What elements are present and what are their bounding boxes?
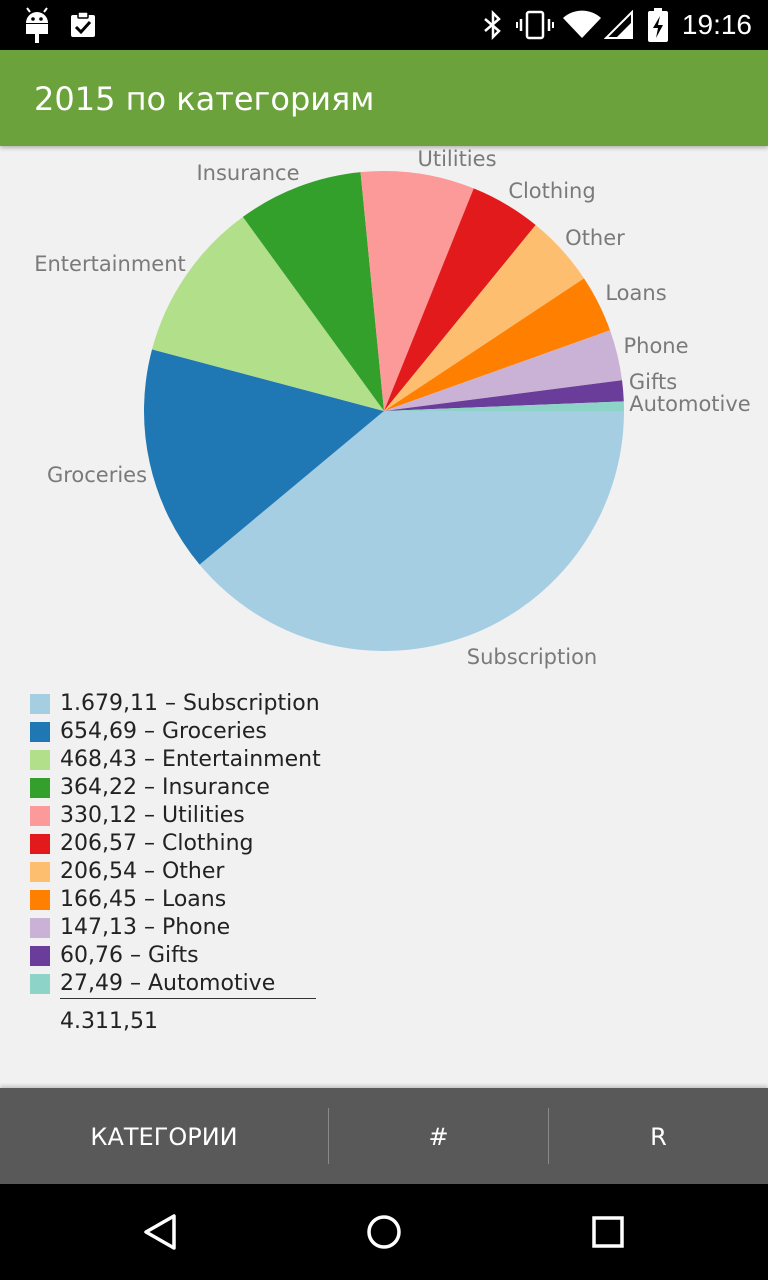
- legend-item: 364,22 – Insurance: [30, 774, 430, 802]
- tab-hash[interactable]: #: [428, 1123, 449, 1151]
- cell-signal-icon: [604, 0, 634, 50]
- legend-label: 468,43 – Entertainment: [60, 747, 321, 772]
- pie-slice-insurance: [242, 172, 384, 411]
- legend-label: 364,22 – Insurance: [60, 775, 270, 800]
- legend-item: 60,76 – Gifts: [30, 942, 430, 970]
- pie-slice-subscription: [199, 411, 625, 651]
- legend-swatch: [30, 722, 50, 742]
- android-debug-icon: [22, 0, 52, 50]
- clock: 19:16: [681, 9, 752, 40]
- legend-swatch: [30, 890, 50, 910]
- home-button[interactable]: [334, 1184, 434, 1280]
- legend-item: 330,12 – Utilities: [30, 802, 430, 830]
- legend-swatch: [30, 862, 50, 882]
- pie-slice-gifts: [384, 380, 624, 411]
- app-bar: 2015 по категориям: [0, 50, 768, 146]
- tab-categories[interactable]: КАТЕГОРИИ: [90, 1123, 238, 1151]
- legend-label: 1.679,11 – Subscription: [60, 691, 320, 716]
- page-title: 2015 по категориям: [34, 80, 375, 118]
- slice-label: Entertainment: [34, 252, 186, 276]
- legend-item: 654,69 – Groceries: [30, 718, 430, 746]
- wifi-icon: [562, 0, 602, 50]
- system-nav-bar: [0, 1184, 768, 1280]
- pie-slice-groceries: [143, 349, 384, 565]
- legend-label: 330,12 – Utilities: [60, 803, 245, 828]
- pie-chart-svg: Subscription Groceries Entertainment Insura…: [34, 147, 751, 669]
- slice-label: Loans: [605, 281, 666, 305]
- slice-label: Subscription: [467, 645, 597, 669]
- slice-label: Groceries: [47, 463, 147, 487]
- slice-label: Gifts: [629, 370, 677, 394]
- tab-divider: [548, 1108, 549, 1164]
- pie-chart: Subscription Groceries Entertainment Insura…: [0, 146, 768, 686]
- bluetooth-icon: [482, 0, 504, 50]
- legend-item: 166,45 – Loans: [30, 886, 430, 914]
- back-icon: [144, 1214, 176, 1250]
- pie-slice-phone: [384, 330, 623, 411]
- legend-swatch: [30, 694, 50, 714]
- legend-label: 166,45 – Loans: [60, 887, 227, 912]
- clipboard-check-icon: [68, 0, 98, 50]
- slice-label: Automotive: [629, 392, 750, 416]
- legend-label: 27,49 – Automotive: [60, 971, 276, 996]
- recents-button[interactable]: [558, 1184, 658, 1280]
- legend-item: 468,43 – Entertainment: [30, 746, 430, 774]
- legend-label: 206,54 – Other: [60, 859, 225, 884]
- legend-item: 27,49 – Automotive: [30, 970, 430, 998]
- legend-label: 654,69 – Groceries: [60, 719, 267, 744]
- tab-r[interactable]: R: [650, 1123, 667, 1151]
- pie-slice-clothing: [384, 188, 536, 411]
- legend-item: 206,54 – Other: [30, 858, 430, 886]
- vibrate-icon: [516, 0, 554, 50]
- legend-swatch: [30, 806, 50, 826]
- pie-slice-utilities: [360, 170, 474, 411]
- recents-icon: [592, 1216, 624, 1248]
- legend-swatch: [30, 918, 50, 938]
- legend-divider: [60, 998, 316, 999]
- legend-swatch: [30, 974, 50, 994]
- tab-divider: [328, 1108, 329, 1164]
- slice-label: Insurance: [196, 161, 299, 185]
- chart-legend: 1.679,11 – Subscription 654,69 – Grocerie…: [30, 690, 430, 1034]
- pie-slice-automotive: [384, 401, 624, 411]
- legend-swatch: [30, 750, 50, 770]
- slice-label: Utilities: [417, 147, 496, 171]
- legend-item: 1.679,11 – Subscription: [30, 690, 430, 718]
- legend-swatch: [30, 778, 50, 798]
- pie-slice-entertainment: [152, 216, 384, 411]
- bottom-tab-bar: КАТЕГОРИИ # R: [0, 1088, 768, 1184]
- home-icon: [367, 1215, 401, 1249]
- pie-slice-other: [384, 225, 585, 411]
- status-bar: 19:16: [0, 0, 768, 50]
- legend-swatch: [30, 946, 50, 966]
- slice-label: Phone: [623, 334, 688, 358]
- legend-total: 4.311,51: [60, 1009, 158, 1034]
- legend-item: 206,57 – Clothing: [30, 830, 430, 858]
- legend-item: 147,13 – Phone: [30, 914, 430, 942]
- legend-label: 60,76 – Gifts: [60, 943, 199, 968]
- slice-label: Clothing: [508, 179, 595, 203]
- slice-label: Other: [565, 226, 625, 250]
- legend-label: 147,13 – Phone: [60, 915, 231, 940]
- pie-slice-loans: [384, 278, 611, 411]
- battery-charging-icon: [648, 0, 668, 50]
- legend-label: 206,57 – Clothing: [60, 831, 254, 856]
- back-button[interactable]: [110, 1184, 210, 1280]
- legend-swatch: [30, 834, 50, 854]
